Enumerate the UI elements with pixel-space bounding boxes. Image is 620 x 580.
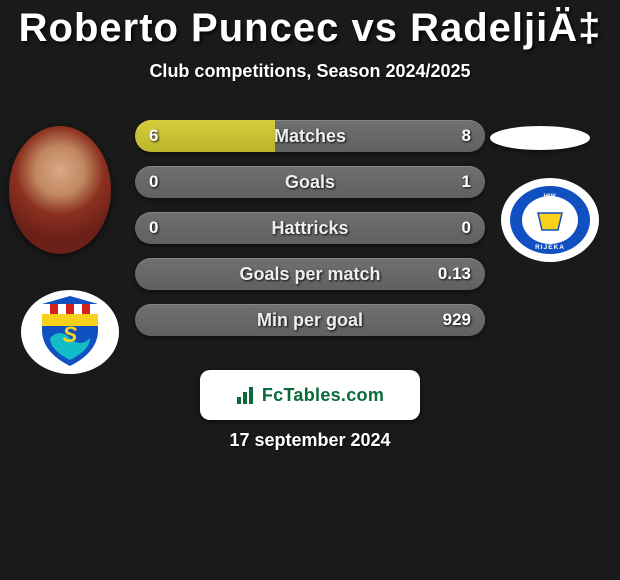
stat-label: Min per goal (135, 304, 485, 336)
footer-date: 17 september 2024 (0, 430, 620, 451)
crest-icon: HNK RIJEKA (500, 178, 600, 263)
stat-row: 0Goals1 (135, 166, 485, 198)
shield-icon: S (20, 290, 120, 375)
player-left-avatar (9, 126, 111, 254)
stat-row: Min per goal929 (135, 304, 485, 336)
chart-icon (236, 385, 256, 405)
stat-label: Goals (135, 166, 485, 198)
stat-value-right: 0 (462, 212, 471, 244)
svg-text:RIJEKA: RIJEKA (535, 244, 565, 251)
stat-value-right: 8 (462, 120, 471, 152)
stat-row: 0Hattricks0 (135, 212, 485, 244)
brand-logo: FcTables.com (200, 370, 420, 420)
stat-label: Goals per match (135, 258, 485, 290)
stat-value-right: 0.13 (438, 258, 471, 290)
svg-text:S: S (63, 322, 78, 347)
svg-text:HNK: HNK (544, 194, 558, 200)
brand-text: FcTables.com (262, 385, 384, 406)
page-title: Roberto Puncec vs RadeljiÄ‡ (0, 0, 620, 51)
team-right-badge: HNK RIJEKA (500, 178, 600, 263)
player-right-flag (490, 126, 590, 150)
stat-label: Hattricks (135, 212, 485, 244)
stat-label: Matches (135, 120, 485, 152)
stat-value-right: 929 (443, 304, 471, 336)
subtitle: Club competitions, Season 2024/2025 (0, 61, 620, 82)
stats-container: 6Matches80Goals10Hattricks0Goals per mat… (135, 120, 485, 350)
stat-value-right: 1 (462, 166, 471, 198)
stat-row: Goals per match0.13 (135, 258, 485, 290)
team-left-badge: S (20, 290, 120, 375)
stat-row: 6Matches8 (135, 120, 485, 152)
